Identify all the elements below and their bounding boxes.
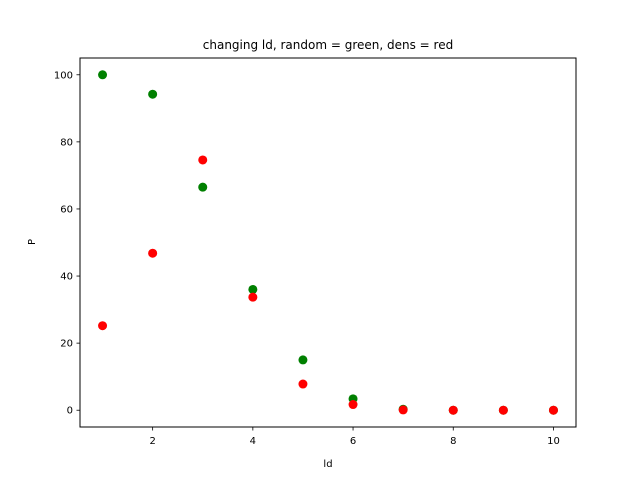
y-tick-label: 20 [60,339,73,350]
data-point [548,405,558,415]
x-tick-label: 10 [547,436,560,447]
y-tick-label: 60 [60,204,73,215]
axes-frame [79,57,577,428]
data-point [398,405,408,415]
x-tick-label: 2 [149,436,155,447]
data-point [248,284,258,294]
y-axis: 0 20 40 60 80 100 [54,70,80,417]
data-point [448,405,458,415]
data-point [298,355,308,365]
data-point [148,248,158,258]
x-axis-label: ld [323,459,332,470]
x-tick-label: 6 [350,436,356,447]
data-point [98,70,108,80]
data-point [148,89,158,99]
x-tick-label: 8 [450,436,456,447]
x-axis: 2 4 6 8 10 [149,427,560,447]
x-tick-label: 4 [250,436,256,447]
data-point [348,400,358,410]
chart-title: changing ld, random = green, dens = red [203,38,453,52]
data-point [198,155,208,165]
y-axis-label: P [27,239,38,245]
y-tick-label: 0 [67,406,73,417]
data-point [198,182,208,192]
data-point [248,292,258,302]
data-point [498,405,508,415]
plot-area [98,70,558,415]
y-tick-label: 100 [54,70,73,81]
data-point [298,379,308,389]
series-1 [98,155,558,415]
data-point [98,321,108,331]
y-tick-label: 80 [60,137,73,148]
y-tick-label: 40 [60,272,73,283]
